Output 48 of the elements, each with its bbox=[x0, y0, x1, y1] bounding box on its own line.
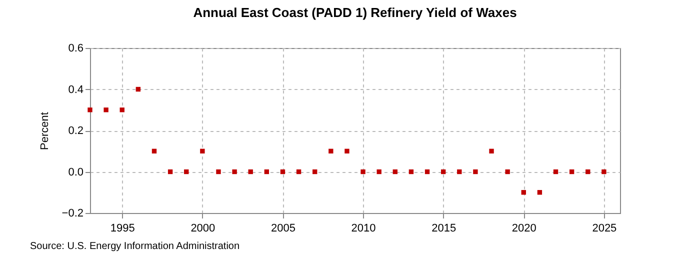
point bbox=[440, 169, 446, 174]
point bbox=[104, 108, 108, 112]
x-tick-label: 1995 bbox=[110, 222, 135, 234]
point bbox=[521, 190, 526, 195]
point bbox=[537, 190, 542, 195]
x-tick-label: 2010 bbox=[351, 222, 376, 234]
y-tick-label: 0.6 bbox=[68, 42, 84, 54]
x-tick-label: 2020 bbox=[512, 222, 536, 234]
point bbox=[120, 108, 124, 112]
point bbox=[408, 169, 414, 174]
point bbox=[473, 169, 478, 174]
point bbox=[602, 169, 606, 174]
point bbox=[569, 169, 574, 174]
y-tick-label: 0.0 bbox=[68, 166, 84, 178]
x-tick-label: 2025 bbox=[592, 222, 617, 234]
y-tick-label: 0.2 bbox=[68, 125, 84, 137]
point bbox=[136, 86, 141, 92]
y-axis-title: Percent bbox=[38, 112, 51, 150]
point bbox=[392, 169, 398, 174]
point bbox=[152, 148, 157, 154]
point bbox=[376, 169, 382, 174]
y-tick-label: 0.4 bbox=[68, 84, 84, 96]
point bbox=[360, 169, 366, 174]
point bbox=[312, 169, 318, 174]
point bbox=[328, 148, 334, 154]
point bbox=[505, 169, 510, 174]
point bbox=[457, 169, 462, 174]
point bbox=[264, 169, 270, 174]
point bbox=[296, 169, 302, 174]
chart-title: Annual East Coast (PADD 1) Refinery Yield of Waxes bbox=[193, 5, 517, 20]
point bbox=[88, 108, 92, 112]
point bbox=[489, 148, 494, 154]
point bbox=[344, 148, 350, 154]
point bbox=[184, 169, 189, 174]
point bbox=[168, 169, 173, 174]
point bbox=[586, 169, 590, 174]
y-tick-label: −0.2 bbox=[62, 208, 84, 220]
point bbox=[280, 169, 286, 174]
point bbox=[200, 148, 205, 154]
point bbox=[248, 169, 253, 174]
point bbox=[424, 169, 430, 174]
x-tick-label: 2000 bbox=[190, 222, 216, 234]
x-tick-label: 2005 bbox=[270, 222, 296, 234]
source-note: Source: U.S. Energy Information Administration bbox=[30, 241, 240, 252]
point bbox=[553, 169, 558, 174]
point bbox=[216, 169, 221, 174]
x-tick-label: 2015 bbox=[432, 222, 456, 234]
point bbox=[232, 169, 237, 174]
